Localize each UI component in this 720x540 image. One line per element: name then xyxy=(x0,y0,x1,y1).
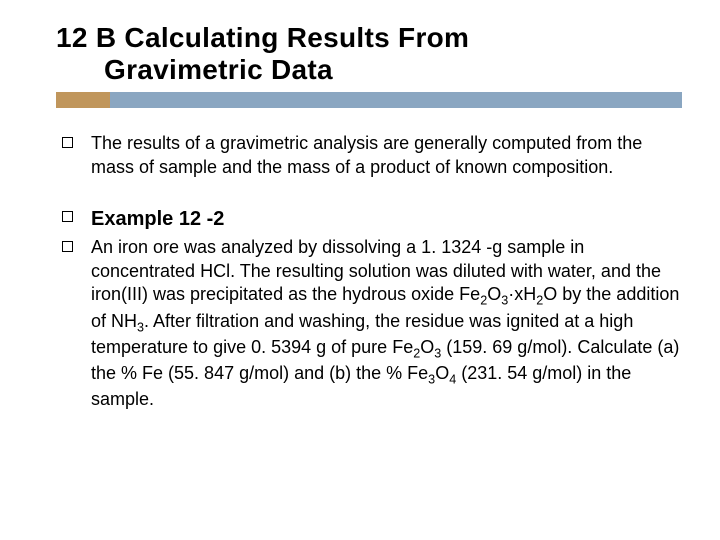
bullet-body: The results of a gravimetric analysis ar… xyxy=(91,132,682,180)
title-line-1: 12 B Calculating Results From xyxy=(56,22,682,54)
bullet-list: The results of a gravimetric analysis ar… xyxy=(56,132,682,412)
bullet-item: Example 12 -2 xyxy=(62,206,682,232)
bullet-item: The results of a gravimetric analysis ar… xyxy=(62,132,682,180)
slide: 12 B Calculating Results From Gravimetri… xyxy=(0,0,720,540)
bullet-body: An iron ore was analyzed by dissolving a… xyxy=(91,236,682,412)
accent-bar xyxy=(56,92,110,108)
bullet-heading: Example 12 -2 xyxy=(91,206,224,232)
slide-title: 12 B Calculating Results From Gravimetri… xyxy=(56,22,682,108)
square-bullet-icon xyxy=(62,211,73,222)
title-underline xyxy=(56,92,682,108)
title-line-2: Gravimetric Data xyxy=(56,54,682,86)
square-bullet-icon xyxy=(62,137,73,148)
bullet-item: An iron ore was analyzed by dissolving a… xyxy=(62,236,682,412)
square-bullet-icon xyxy=(62,241,73,252)
main-bar xyxy=(110,92,682,108)
